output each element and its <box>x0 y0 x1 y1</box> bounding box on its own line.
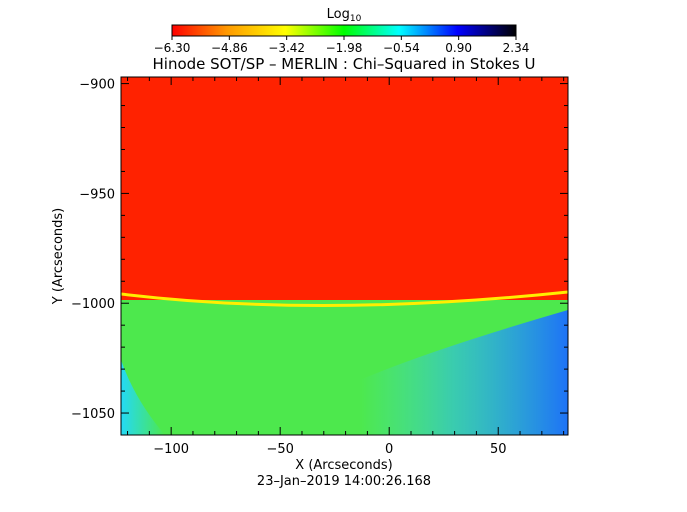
y-axis-label: Y (Arcseconds) <box>51 208 66 305</box>
limb-boundary <box>121 290 568 307</box>
y-tick-label: −950 <box>79 187 115 202</box>
y-axis: −900 −950 −1000 −1050 <box>71 78 568 436</box>
x-axis: −100 −50 0 50 <box>127 77 565 457</box>
colorbar-ticks: −6.30 −4.86 −3.42 −1.98 −0.54 0.90 2.34 <box>154 36 530 55</box>
colorbar-tick-label: 2.34 <box>503 41 530 55</box>
y-tick-label: −1050 <box>71 407 115 422</box>
x-tick-label: −100 <box>153 442 189 457</box>
chart-title: Hinode SOT/SP – MERLIN : Chi–Squared in … <box>153 55 536 73</box>
above-limb-region <box>121 77 568 307</box>
y-tick-label: −1000 <box>71 297 115 312</box>
lower-right-region <box>360 310 568 435</box>
colorbar-tick-label: −4.86 <box>211 41 248 55</box>
colorbar-strip <box>171 24 517 37</box>
x-tick-label: 0 <box>385 442 393 457</box>
colorbar-tick-label: −1.98 <box>326 41 363 55</box>
x-tick-label: −50 <box>266 442 293 457</box>
colorbar: Log10 −6.30 −4.86 −3.42 −1.98 −0.54 0.90 2.34 <box>154 7 530 55</box>
y-tick-label: −900 <box>79 78 115 93</box>
colorbar-tick-label: 0.90 <box>445 41 472 55</box>
x-axis-label: X (Arcseconds) <box>295 458 392 473</box>
lower-left-region <box>121 360 165 435</box>
heatmap-image <box>121 77 568 435</box>
colorbar-tick-label: −0.54 <box>383 41 420 55</box>
colorbar-tick-label: −3.42 <box>268 41 305 55</box>
x-tick-label: 50 <box>490 442 507 457</box>
plot-frame <box>120 76 569 436</box>
timestamp: 23–Jan–2019 14:00:26.168 <box>257 474 431 489</box>
colorbar-tick-label: −6.30 <box>154 41 191 55</box>
colorbar-title: Log10 <box>327 7 362 24</box>
